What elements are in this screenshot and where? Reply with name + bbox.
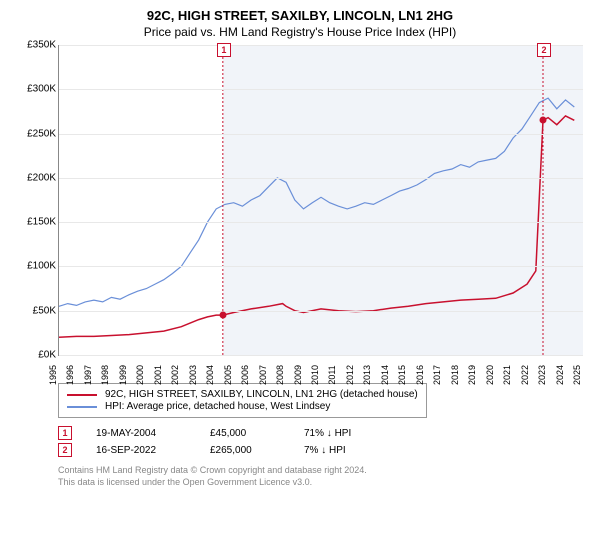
transaction-marker: 1	[58, 426, 72, 440]
transaction-price: £265,000	[210, 445, 280, 456]
x-tick-label: 2004	[205, 365, 215, 385]
legend-swatch	[67, 406, 97, 408]
footnote: Contains HM Land Registry data © Crown c…	[58, 465, 586, 488]
x-tick-label: 2022	[520, 365, 530, 385]
x-tick-label: 2020	[485, 365, 495, 385]
x-tick-label: 2012	[345, 365, 355, 385]
series-line-hpi	[59, 98, 574, 306]
title-block: 92C, HIGH STREET, SAXILBY, LINCOLN, LN1 …	[14, 8, 586, 39]
plot-svg	[59, 45, 583, 355]
transaction-date: 19-MAY-2004	[96, 428, 186, 439]
x-tick-label: 2003	[188, 365, 198, 385]
x-tick-label: 2005	[223, 365, 233, 385]
x-tick-label: 2024	[555, 365, 565, 385]
x-tick-label: 2009	[293, 365, 303, 385]
marker-dot	[219, 312, 226, 319]
x-tick-label: 2014	[380, 365, 390, 385]
x-tick-label: 2017	[432, 365, 442, 385]
legend-label: HPI: Average price, detached house, West…	[105, 401, 330, 412]
x-tick-label: 2025	[572, 365, 582, 385]
transaction-rows: 1 19-MAY-2004 £45,000 71% ↓ HPI 2 16-SEP-2022…	[58, 426, 586, 457]
legend-swatch	[67, 394, 97, 396]
y-tick-label: £350K	[14, 40, 56, 51]
y-tick-label: £200K	[14, 172, 56, 183]
marker-dot	[540, 117, 547, 124]
legend-item: 92C, HIGH STREET, SAXILBY, LINCOLN, LN1 …	[67, 389, 418, 400]
x-tick-label: 2000	[135, 365, 145, 385]
x-tick-label: 2010	[310, 365, 320, 385]
y-tick-label: £150K	[14, 217, 56, 228]
x-tick-label: 2007	[258, 365, 268, 385]
footnote-line: Contains HM Land Registry data © Crown c…	[58, 465, 586, 477]
x-tick-label: 1997	[83, 365, 93, 385]
x-tick-label: 2019	[467, 365, 477, 385]
x-tick-label: 1995	[48, 365, 58, 385]
page-title: 92C, HIGH STREET, SAXILBY, LINCOLN, LN1 …	[14, 8, 586, 23]
y-tick-label: £250K	[14, 128, 56, 139]
marker-box: 2	[537, 43, 551, 57]
x-tick-label: 2016	[415, 365, 425, 385]
legend-item: HPI: Average price, detached house, West…	[67, 401, 418, 412]
x-tick-label: 2006	[240, 365, 250, 385]
x-tick-label: 2002	[170, 365, 180, 385]
series-line-property	[59, 116, 574, 337]
page-subtitle: Price paid vs. HM Land Registry's House …	[14, 25, 586, 39]
x-tick-label: 2011	[327, 365, 337, 384]
legend: 92C, HIGH STREET, SAXILBY, LINCOLN, LN1 …	[58, 383, 427, 418]
plot-area: 12	[58, 45, 583, 356]
y-tick-label: £300K	[14, 84, 56, 95]
y-tick-label: £50K	[14, 305, 56, 316]
transaction-row: 2 16-SEP-2022 £265,000 7% ↓ HPI	[58, 443, 586, 457]
legend-label: 92C, HIGH STREET, SAXILBY, LINCOLN, LN1 …	[105, 389, 418, 400]
x-tick-label: 2015	[397, 365, 407, 385]
x-tick-label: 1999	[118, 365, 128, 385]
x-tick-label: 1996	[65, 365, 75, 385]
x-tick-label: 1998	[100, 365, 110, 385]
transaction-diff: 7% ↓ HPI	[304, 445, 394, 456]
transaction-row: 1 19-MAY-2004 £45,000 71% ↓ HPI	[58, 426, 586, 440]
x-tick-label: 2018	[450, 365, 460, 385]
footnote-line: This data is licensed under the Open Gov…	[58, 477, 586, 489]
transaction-marker: 2	[58, 443, 72, 457]
marker-box: 1	[217, 43, 231, 57]
x-tick-label: 2013	[362, 365, 372, 385]
x-tick-label: 2008	[275, 365, 285, 385]
transaction-price: £45,000	[210, 428, 280, 439]
transaction-date: 16-SEP-2022	[96, 445, 186, 456]
transaction-diff: 71% ↓ HPI	[304, 428, 394, 439]
x-tick-label: 2021	[502, 365, 512, 385]
y-tick-label: £100K	[14, 261, 56, 272]
chart: £0K£50K£100K£150K£200K£250K£300K£350K 12…	[14, 45, 586, 375]
x-tick-label: 2023	[537, 365, 547, 385]
y-tick-label: £0K	[14, 350, 56, 361]
x-tick-label: 2001	[153, 365, 163, 385]
